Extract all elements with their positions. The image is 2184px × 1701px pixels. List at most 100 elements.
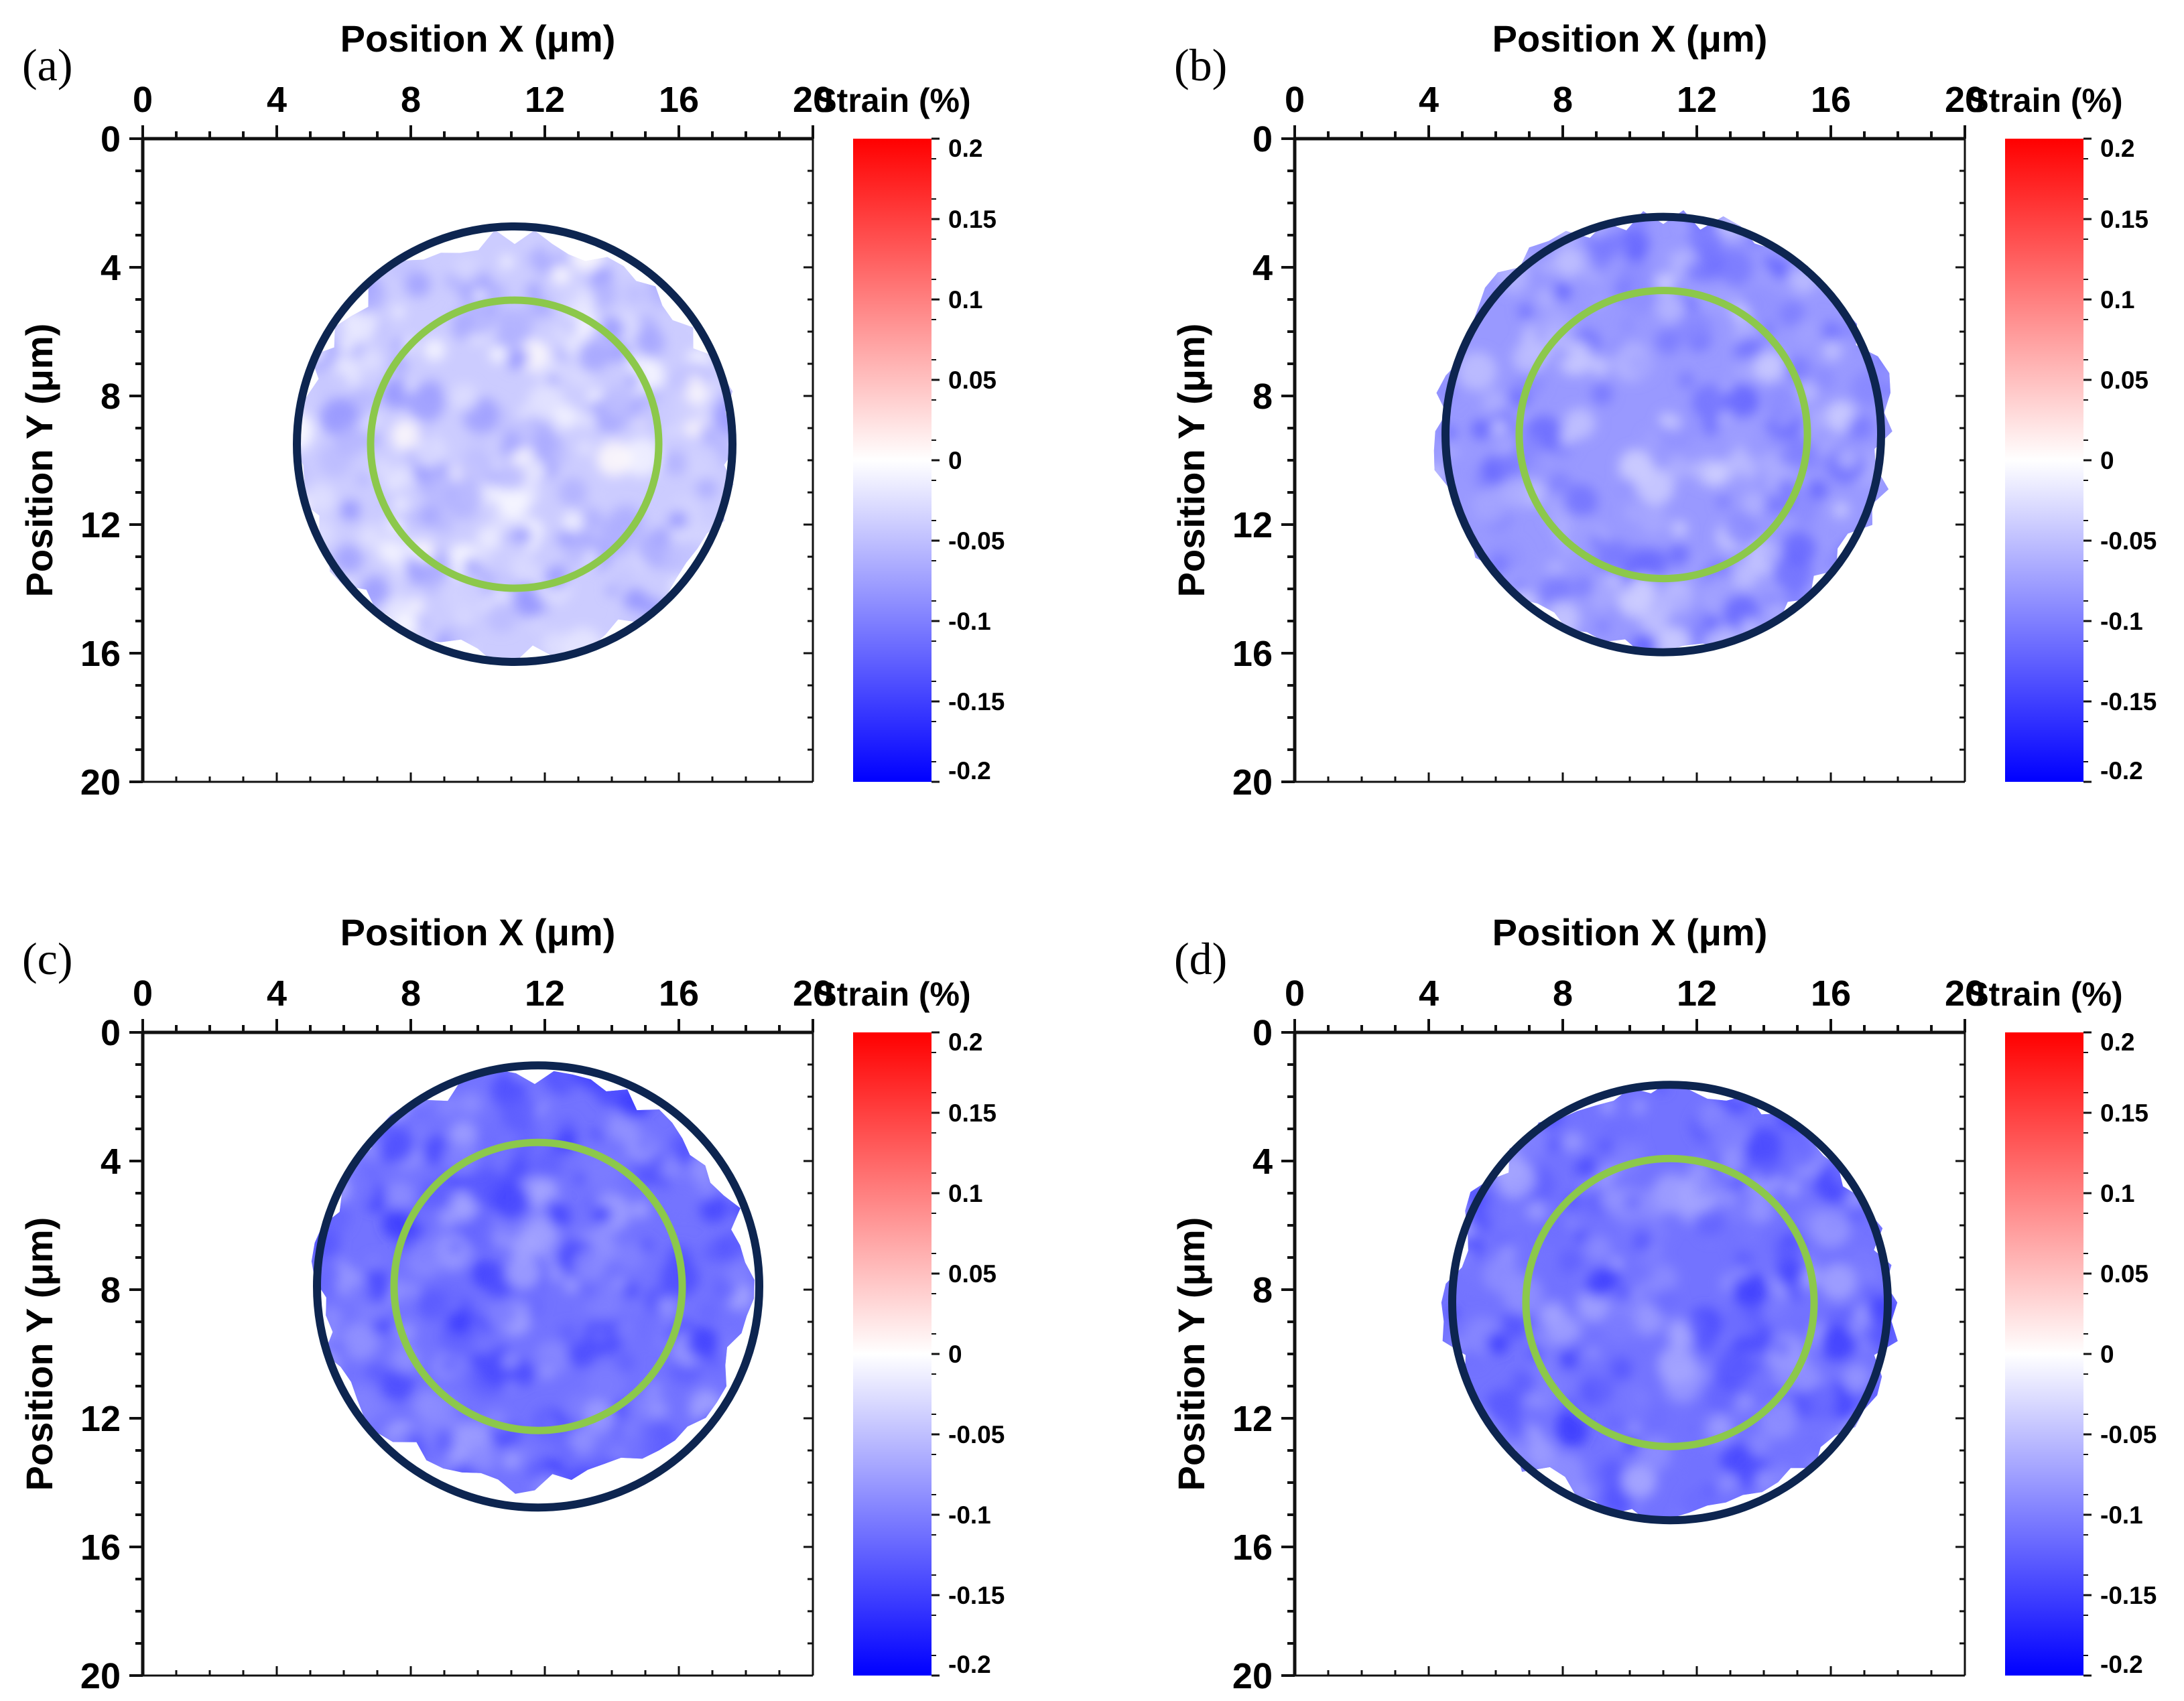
colorbar-tick-label: -0.2 <box>2100 1651 2143 1678</box>
y-axis-title: Position Y (μm) <box>18 324 60 598</box>
colorbar <box>853 1032 932 1676</box>
x-tick-label: 16 <box>1811 80 1851 120</box>
y-tick-label: 16 <box>1232 1527 1273 1568</box>
outer-circle <box>1448 1081 1892 1525</box>
x-tick-label: 0 <box>133 80 153 120</box>
x-tick-label: 4 <box>1419 80 1439 120</box>
x-tick-label: 16 <box>659 973 699 1014</box>
colorbar-tick-label: 0.05 <box>948 1260 997 1288</box>
strain-map-texture <box>1441 1081 1898 1523</box>
colorbar-tick-label: -0.15 <box>948 688 1005 716</box>
y-tick-label: 0 <box>101 1013 121 1053</box>
colorbar-tick-label: 0 <box>2100 447 2114 474</box>
colorbar-tick-label: 0.05 <box>2100 1260 2148 1288</box>
y-tick-label: 4 <box>101 1142 121 1182</box>
strain-map-region <box>311 1069 755 1494</box>
colorbar-tick-label: 0.2 <box>948 1028 982 1056</box>
strain-map-panel-a: 0 4 8 12 16 20 0 4 8 12 16 20 Position X (μm) Positio… <box>18 17 1005 803</box>
colorbar-tick-label: -0.15 <box>948 1582 1005 1609</box>
colorbar-tick-label: -0.2 <box>948 1651 991 1678</box>
y-tick-label: 20 <box>1232 1656 1273 1696</box>
x-tick-label: 16 <box>1811 973 1851 1014</box>
colorbar-tick-label: -0.1 <box>948 1501 991 1529</box>
y-tick-label: 12 <box>1232 1399 1273 1439</box>
strain-map-region <box>1441 1081 1898 1523</box>
y-tick-label: 12 <box>80 505 121 545</box>
panel-label: (a) <box>22 40 72 90</box>
colorbar-title: Strain (%) <box>814 975 970 1013</box>
colorbar-title: Strain (%) <box>1966 82 2122 119</box>
y-tick-label: 4 <box>1252 1142 1273 1182</box>
x-tick-label: 8 <box>401 80 421 120</box>
inner-circle <box>367 296 663 592</box>
y-tick-label: 12 <box>80 1399 121 1439</box>
colorbar-tick-label: 0.1 <box>948 286 982 314</box>
strain-map-panel-b: 0 4 8 12 16 20 0 4 8 12 16 20 Position X (μm) Positio… <box>1170 17 2157 803</box>
y-tick-label: 20 <box>80 1656 121 1696</box>
colorbar-tick-label: 0.15 <box>2100 1099 2148 1127</box>
colorbar-tick-label: -0.15 <box>2100 688 2157 716</box>
outer-circle <box>1441 212 1885 657</box>
colorbar-tick-label: 0 <box>2100 1341 2114 1368</box>
x-tick-label: 12 <box>525 80 565 120</box>
y-tick-label: 20 <box>80 762 121 803</box>
colorbar-tick-label: 0.05 <box>948 366 997 394</box>
x-tick-label: 12 <box>525 973 565 1014</box>
strain-map-panel-d: 0 4 8 12 16 20 0 4 8 12 16 20 Position X (μm) Positio… <box>1170 911 2157 1696</box>
colorbar-tick-label: -0.2 <box>2100 757 2143 785</box>
y-tick-label: 0 <box>1252 119 1273 159</box>
y-tick-label: 8 <box>1252 377 1273 417</box>
strain-map-region <box>1433 210 1892 655</box>
colorbar-tick-label: -0.05 <box>2100 527 2157 555</box>
colorbar <box>2005 139 2083 782</box>
x-tick-label: 20 <box>1945 80 1985 120</box>
colorbar-tick-label: -0.1 <box>2100 608 2143 635</box>
colorbar-tick-label: 0.1 <box>2100 286 2134 314</box>
colorbar-tick-label: 0.15 <box>948 206 997 233</box>
strain-map-panel-c: 0 4 8 12 16 20 0 4 8 12 16 20 Position X (μm) Positio… <box>18 911 1005 1696</box>
strain-map-region <box>295 230 736 664</box>
colorbar-tick-label: 0.2 <box>948 135 982 162</box>
x-axis-title: Position X (μm) <box>340 911 616 953</box>
colorbar-tick-label: -0.05 <box>948 1421 1005 1448</box>
y-tick-label: 12 <box>1232 505 1273 545</box>
colorbar-tick-label: -0.1 <box>2100 1501 2143 1529</box>
x-tick-label: 0 <box>1285 973 1305 1014</box>
colorbar-tick-label: 0.15 <box>948 1099 997 1127</box>
colorbar <box>853 139 932 782</box>
colorbar-tick-label: 0.2 <box>2100 1028 2134 1056</box>
x-tick-label: 16 <box>659 80 699 120</box>
x-tick-label: 0 <box>1285 80 1305 120</box>
y-tick-label: 16 <box>80 1527 121 1568</box>
colorbar-tick-label: -0.1 <box>948 608 991 635</box>
colorbar-title: Strain (%) <box>1966 975 2122 1013</box>
outer-circle <box>293 222 736 666</box>
x-axis-title: Position X (μm) <box>1492 911 1768 953</box>
y-tick-label: 8 <box>1252 1270 1273 1310</box>
x-tick-label: 12 <box>1677 973 1717 1014</box>
colorbar-tick-label: 0.05 <box>2100 366 2148 394</box>
colorbar-tick-label: 0.1 <box>948 1180 982 1207</box>
x-tick-label: 12 <box>1677 80 1717 120</box>
inner-circle <box>1515 287 1811 583</box>
x-axis-title: Position X (μm) <box>340 17 616 60</box>
panel-label: (d) <box>1174 933 1227 984</box>
colorbar-title: Strain (%) <box>814 82 970 119</box>
colorbar-tick-label: 0.2 <box>2100 135 2134 162</box>
y-axis-title: Position Y (μm) <box>1170 324 1212 598</box>
colorbar <box>2005 1032 2083 1676</box>
y-tick-label: 16 <box>80 634 121 674</box>
inner-circle <box>390 1138 686 1434</box>
x-tick-label: 8 <box>1553 80 1573 120</box>
panel-label: (b) <box>1174 40 1227 90</box>
colorbar-tick-label: 0.15 <box>2100 206 2148 233</box>
colorbar-tick-label: -0.15 <box>2100 1582 2157 1609</box>
x-tick-label: 4 <box>1419 973 1439 1014</box>
y-tick-label: 4 <box>101 248 121 288</box>
colorbar-tick-label: -0.05 <box>2100 1421 2157 1448</box>
y-tick-label: 8 <box>101 1270 121 1310</box>
y-tick-label: 8 <box>101 377 121 417</box>
outer-circle <box>313 1061 763 1512</box>
panel-label: (c) <box>22 933 72 984</box>
